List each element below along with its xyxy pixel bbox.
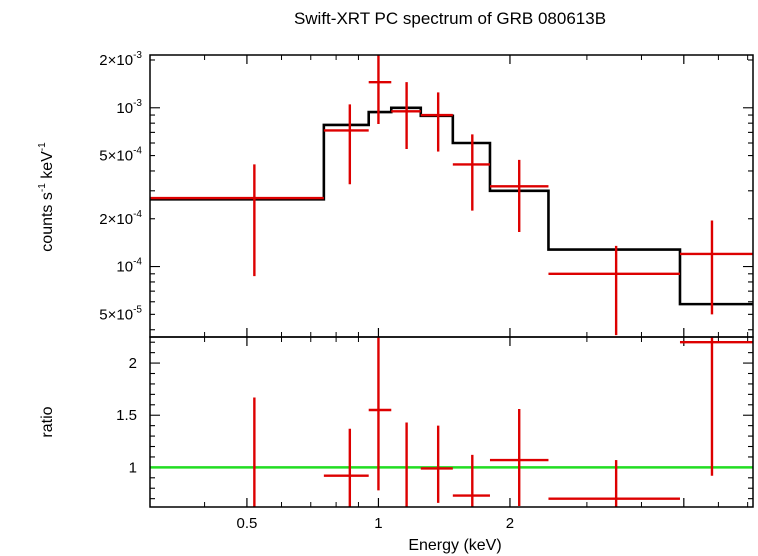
y-tick-label: 5×10-5	[99, 304, 142, 323]
ratio-point	[489, 408, 549, 506]
data-point	[548, 245, 680, 336]
data-point	[679, 220, 753, 315]
ratio-point	[548, 460, 680, 507]
x-tick-label: 2	[506, 515, 514, 532]
ratio-point	[323, 428, 369, 507]
spectrum-panel-frame	[149, 54, 754, 338]
ratio-panel-frame	[149, 336, 754, 508]
y-tick-label: 5×10-4	[99, 146, 142, 165]
spectrum-y-axis-label: counts s-1 keV-1	[37, 142, 56, 252]
y-tick-label: 10-3	[116, 98, 142, 117]
y-tick-label: 1.5	[116, 407, 137, 424]
data-point	[420, 92, 453, 152]
spectrum-panel: 2×10-3 10-3 5×10-4 2×10-4 10-4 5×10-5	[99, 50, 754, 338]
ratio-point	[679, 337, 753, 476]
data-point	[323, 104, 369, 185]
data-point	[368, 55, 392, 125]
y-tick-label: 2	[129, 355, 137, 372]
x-tick-label: 0.5	[236, 515, 257, 532]
y-tick-label: 10-4	[116, 257, 142, 276]
y-tick-label: 2×10-4	[99, 209, 142, 228]
ratio-y-axis-label: ratio	[39, 406, 56, 437]
ratio-point	[368, 337, 392, 491]
x-axis-label: Energy (keV)	[408, 537, 501, 554]
data-point	[452, 134, 490, 211]
y-tick-label: 1	[129, 459, 137, 476]
ratio-point	[452, 454, 490, 507]
data-point	[489, 159, 549, 233]
data-point	[150, 164, 324, 277]
ratio-panel: 2 1.5 1 0.5 1 2	[116, 336, 754, 532]
data-point	[391, 82, 421, 150]
y-tick-label: 2×10-3	[99, 50, 142, 69]
chart-title: Swift-XRT PC spectrum of GRB 080613B	[294, 9, 606, 28]
ratio-point	[420, 425, 453, 503]
x-tick-label: 1	[374, 515, 382, 532]
